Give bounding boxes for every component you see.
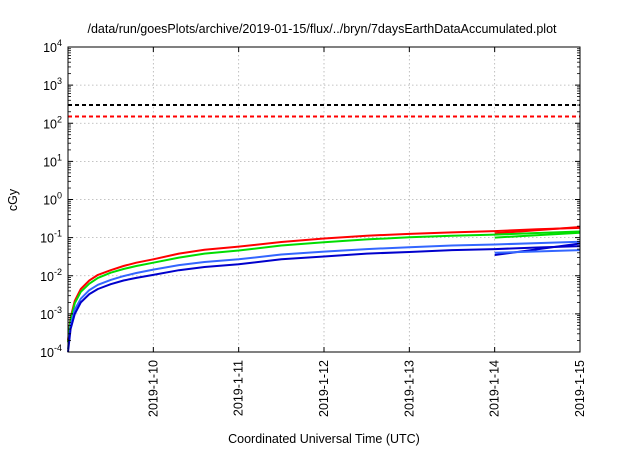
x-tick-label: 2019-1-12	[317, 360, 331, 417]
y-tick-label: 104	[43, 38, 62, 55]
x-tick-label: 2019-1-10	[146, 360, 160, 417]
y-tick-label: 103	[43, 76, 62, 93]
series-line	[67, 245, 581, 353]
chart-title: /data/run/goesPlots/archive/2019-01-15/f…	[87, 22, 557, 36]
y-axis-label: cGy	[6, 188, 20, 211]
series-line	[67, 240, 581, 350]
y-tick-label: 102	[43, 114, 62, 131]
series-line	[494, 226, 581, 235]
series-line	[67, 226, 581, 341]
y-tick-label: 101	[43, 152, 62, 169]
series-line	[494, 249, 581, 254]
series-line	[67, 230, 581, 343]
x-axis-label: Coordinated Universal Time (UTC)	[228, 432, 420, 446]
grid	[68, 47, 580, 352]
y-tick-label: 10-2	[40, 267, 62, 284]
x-tick-label: 2019-1-15	[573, 360, 587, 417]
threshold-lines	[68, 104, 580, 118]
x-tick-label: 2019-1-11	[232, 360, 246, 416]
y-tick-label: 10-3	[40, 305, 62, 322]
y-tick-label: 10-4	[40, 343, 62, 360]
series-line	[494, 231, 581, 239]
x-tick-label: 2019-1-14	[488, 360, 502, 417]
series-lines	[67, 226, 581, 353]
y-tick-label: 10-1	[40, 229, 62, 246]
x-tick-label: 2019-1-13	[402, 360, 416, 417]
y-tick-label: 100	[43, 191, 62, 208]
ticks: 10-4 10-3 10-2 10-1 100 101 102 103 104 2019-1-10…	[40, 38, 587, 417]
